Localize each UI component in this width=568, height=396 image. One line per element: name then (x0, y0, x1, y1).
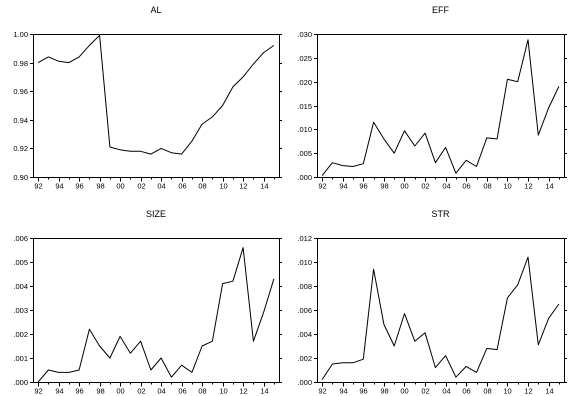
x-tick-label: 06 (462, 182, 470, 191)
x-tick-label: 04 (442, 182, 450, 191)
plot-frame (33, 238, 280, 383)
y-tick-label: .003 (13, 306, 28, 315)
x-tick-label: 94 (55, 387, 63, 396)
x-tick-label: 00 (400, 182, 408, 191)
x-tick-label: 06 (462, 387, 470, 396)
y-tick-label: 0.98 (13, 59, 28, 68)
x-tick-label: 92 (34, 387, 42, 396)
chart-panel-str: STR .000 .002 .004 .006 .008 .010 .012 92 94 96 98 0… (297, 209, 567, 396)
x-tick-label: 12 (239, 182, 247, 191)
x-tick-label: 98 (380, 387, 388, 396)
x-tick-label: 08 (198, 182, 206, 191)
y-tick-label: .025 (297, 54, 312, 63)
x-tick-label: 08 (483, 387, 491, 396)
plot-frame (33, 34, 280, 178)
x-tick-label: 96 (359, 387, 367, 396)
x-tick-label: 98 (380, 182, 388, 191)
y-tick-label: 0.94 (13, 116, 28, 125)
x-tick-label: 14 (260, 387, 268, 396)
x-tick-label: 92 (34, 182, 42, 191)
x-tick-label: 02 (137, 182, 145, 191)
x-tick-label: 12 (239, 387, 247, 396)
x-tick-label: 96 (359, 182, 367, 191)
y-tick-label: .004 (297, 330, 312, 339)
x-tick-label: 14 (545, 182, 553, 191)
x-tick-label: 02 (421, 387, 429, 396)
x-tick-label: 10 (503, 182, 511, 191)
series-line-eff (321, 39, 560, 176)
y-tick-label: .005 (297, 149, 312, 158)
x-tick-label: 08 (198, 387, 206, 396)
x-tick-label: 04 (442, 387, 450, 396)
x-tick-label: 10 (219, 182, 227, 191)
y-tick-label: 1.00 (13, 30, 28, 39)
y-tick-label: .020 (297, 78, 312, 87)
x-tick-label: 12 (524, 387, 532, 396)
y-tick-label: .002 (13, 330, 28, 339)
y-tick-label: .002 (297, 354, 312, 363)
y-tick-label: .000 (13, 378, 28, 387)
x-tick-label: 00 (116, 387, 124, 396)
x-tick-label: 94 (339, 182, 347, 191)
x-tick-label: 94 (55, 182, 63, 191)
x-tick-label: 02 (137, 387, 145, 396)
chart-panel-al: AL 0.90 0.92 0.94 0.96 0.98 1.00 92 94 96 98 00 02 04… (13, 5, 282, 191)
y-tick-label: .004 (13, 282, 28, 291)
x-tick-label: 00 (116, 182, 124, 191)
series-line-size (37, 247, 275, 383)
y-tick-label: .006 (13, 234, 28, 243)
x-tick-label: 98 (96, 182, 104, 191)
x-tick-label: 06 (178, 182, 186, 191)
chart-panel-eff: EFF .000 .005 .010 .015 .020 .025 .030 92 94 96 98 0… (297, 5, 567, 191)
x-tick-label: 10 (503, 387, 511, 396)
x-tick-label: 14 (260, 182, 268, 191)
series-line-str (321, 256, 560, 380)
y-tick-label: .008 (297, 282, 312, 291)
x-tick-label: 08 (483, 182, 491, 191)
x-tick-label: 92 (318, 387, 326, 396)
y-tick-label: .000 (297, 173, 312, 182)
chart-panel-size: SIZE .000 .001 .002 .003 .004 .005 .006 92 94 96 98… (13, 209, 282, 396)
x-tick-label: 98 (96, 387, 104, 396)
y-tick-label: 0.92 (13, 144, 28, 153)
x-tick-label: 04 (157, 182, 165, 191)
y-tick-label: .015 (297, 102, 312, 111)
plot-frame (317, 34, 565, 178)
chart-title: EFF (432, 5, 450, 15)
chart-title: SIZE (146, 209, 166, 219)
chart-title: STR (432, 209, 451, 219)
y-tick-label: .010 (297, 258, 312, 267)
y-tick-label: .012 (297, 234, 312, 243)
y-tick-label: .001 (13, 354, 28, 363)
x-tick-label: 06 (178, 387, 186, 396)
x-tick-label: 94 (339, 387, 347, 396)
x-tick-label: 92 (318, 182, 326, 191)
y-tick-label: .006 (297, 306, 312, 315)
y-tick-label: .010 (297, 125, 312, 134)
x-tick-label: 02 (421, 182, 429, 191)
y-tick-label: .005 (13, 258, 28, 267)
x-tick-label: 96 (75, 182, 83, 191)
x-tick-label: 14 (545, 387, 553, 396)
y-tick-label: .000 (297, 378, 312, 387)
x-tick-label: 10 (219, 387, 227, 396)
x-tick-label: 96 (75, 387, 83, 396)
chart-title: AL (150, 5, 161, 15)
y-tick-label: 0.90 (13, 173, 28, 182)
x-tick-label: 12 (524, 182, 532, 191)
y-tick-label: 0.96 (13, 87, 28, 96)
x-tick-label: 04 (157, 387, 165, 396)
x-tick-label: 00 (400, 387, 408, 396)
y-tick-label: .030 (297, 30, 312, 39)
series-line-al (37, 34, 275, 155)
